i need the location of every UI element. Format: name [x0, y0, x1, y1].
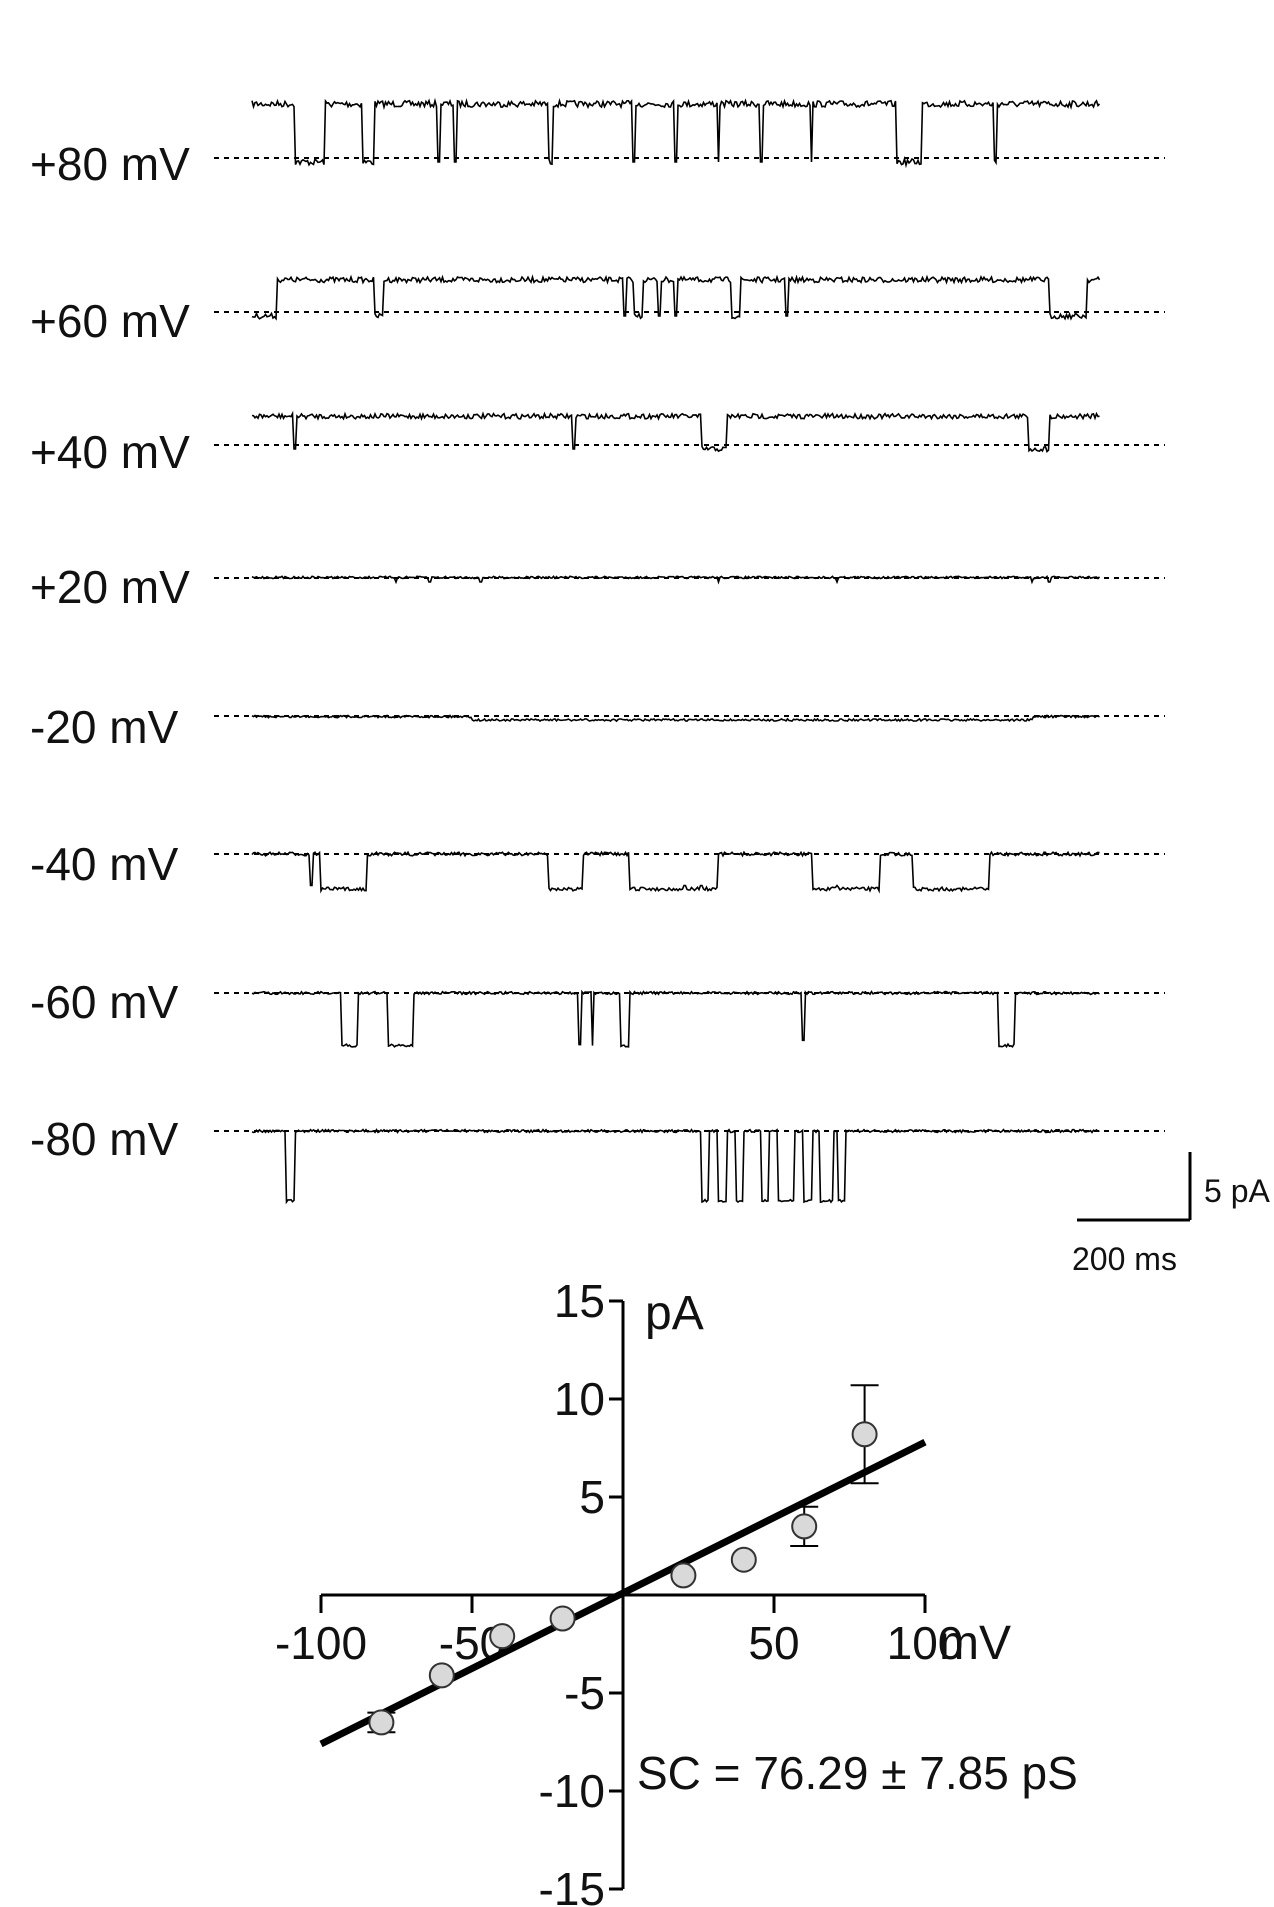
- y-tick-label: -10: [539, 1765, 605, 1817]
- data-point: [489, 1623, 516, 1650]
- current-trace: [251, 274, 1101, 321]
- single-channel-traces: +80 mV +60 mV +40 mV +20 mV -20 mV -40 mV -60 …: [30, 97, 1165, 1205]
- trace-row: -20 mV: [30, 701, 1165, 753]
- trace-row: -80 mV: [30, 1113, 1165, 1205]
- fit-line: [319, 1438, 927, 1748]
- iv-fit-line-group: [319, 1438, 927, 1748]
- conductance-annotation: SC = 76.29 ± 7.85 pS: [637, 1747, 1078, 1799]
- y-tick-label: -15: [539, 1863, 605, 1907]
- voltage-label: -40 mV: [30, 838, 179, 890]
- x-tick-label: -100: [275, 1617, 367, 1669]
- y-tick-label: 15: [554, 1275, 605, 1327]
- trace-row: +40 mV: [30, 410, 1165, 478]
- data-marker: [428, 1662, 455, 1689]
- data-point: [730, 1546, 757, 1573]
- scale-bar-current-label: 5 pA: [1204, 1173, 1270, 1209]
- voltage-label: -20 mV: [30, 701, 179, 753]
- iv-data-points: [367, 1384, 879, 1736]
- y-axis-label: pA: [645, 1287, 704, 1340]
- data-point: [670, 1562, 697, 1589]
- data-point: [428, 1662, 455, 1689]
- current-trace: [251, 850, 1100, 894]
- x-tick-label: 100: [887, 1617, 964, 1669]
- current-trace: [251, 1128, 1100, 1205]
- current-trace: [251, 410, 1100, 453]
- scale-bar-time-label: 200 ms: [1072, 1241, 1177, 1277]
- current-trace: [251, 575, 1101, 585]
- y-tick-label: 10: [554, 1373, 605, 1425]
- trace-row: +80 mV: [30, 97, 1165, 190]
- data-point: [367, 1709, 396, 1736]
- voltage-label: -60 mV: [30, 976, 179, 1028]
- data-point: [850, 1384, 879, 1485]
- trace-row: +60 mV: [30, 274, 1165, 347]
- voltage-label: +40 mV: [30, 426, 190, 478]
- trace-row: -40 mV: [30, 838, 1165, 894]
- current-trace: [251, 714, 1100, 723]
- current-trace: [251, 989, 1100, 1049]
- data-marker: [851, 1421, 878, 1448]
- x-axis-label: mV: [939, 1617, 1011, 1670]
- data-marker: [489, 1623, 516, 1650]
- voltage-label: +80 mV: [30, 138, 190, 190]
- data-point: [790, 1505, 819, 1547]
- data-marker: [791, 1513, 818, 1540]
- trace-row: +20 mV: [30, 561, 1165, 613]
- x-tick-label: 50: [748, 1617, 799, 1669]
- voltage-label: +60 mV: [30, 295, 190, 347]
- trace-row: -60 mV: [30, 976, 1165, 1049]
- data-marker: [549, 1605, 576, 1632]
- data-marker: [670, 1562, 697, 1589]
- data-marker: [368, 1709, 395, 1736]
- y-tick-label: -5: [564, 1667, 605, 1719]
- voltage-label: -80 mV: [30, 1113, 179, 1165]
- y-tick-label: 5: [579, 1471, 605, 1523]
- data-marker: [730, 1546, 757, 1573]
- current-trace: [251, 97, 1101, 169]
- data-point: [549, 1605, 576, 1632]
- scale-bar: 5 pA 200 ms: [1072, 1152, 1270, 1277]
- voltage-label: +20 mV: [30, 561, 190, 613]
